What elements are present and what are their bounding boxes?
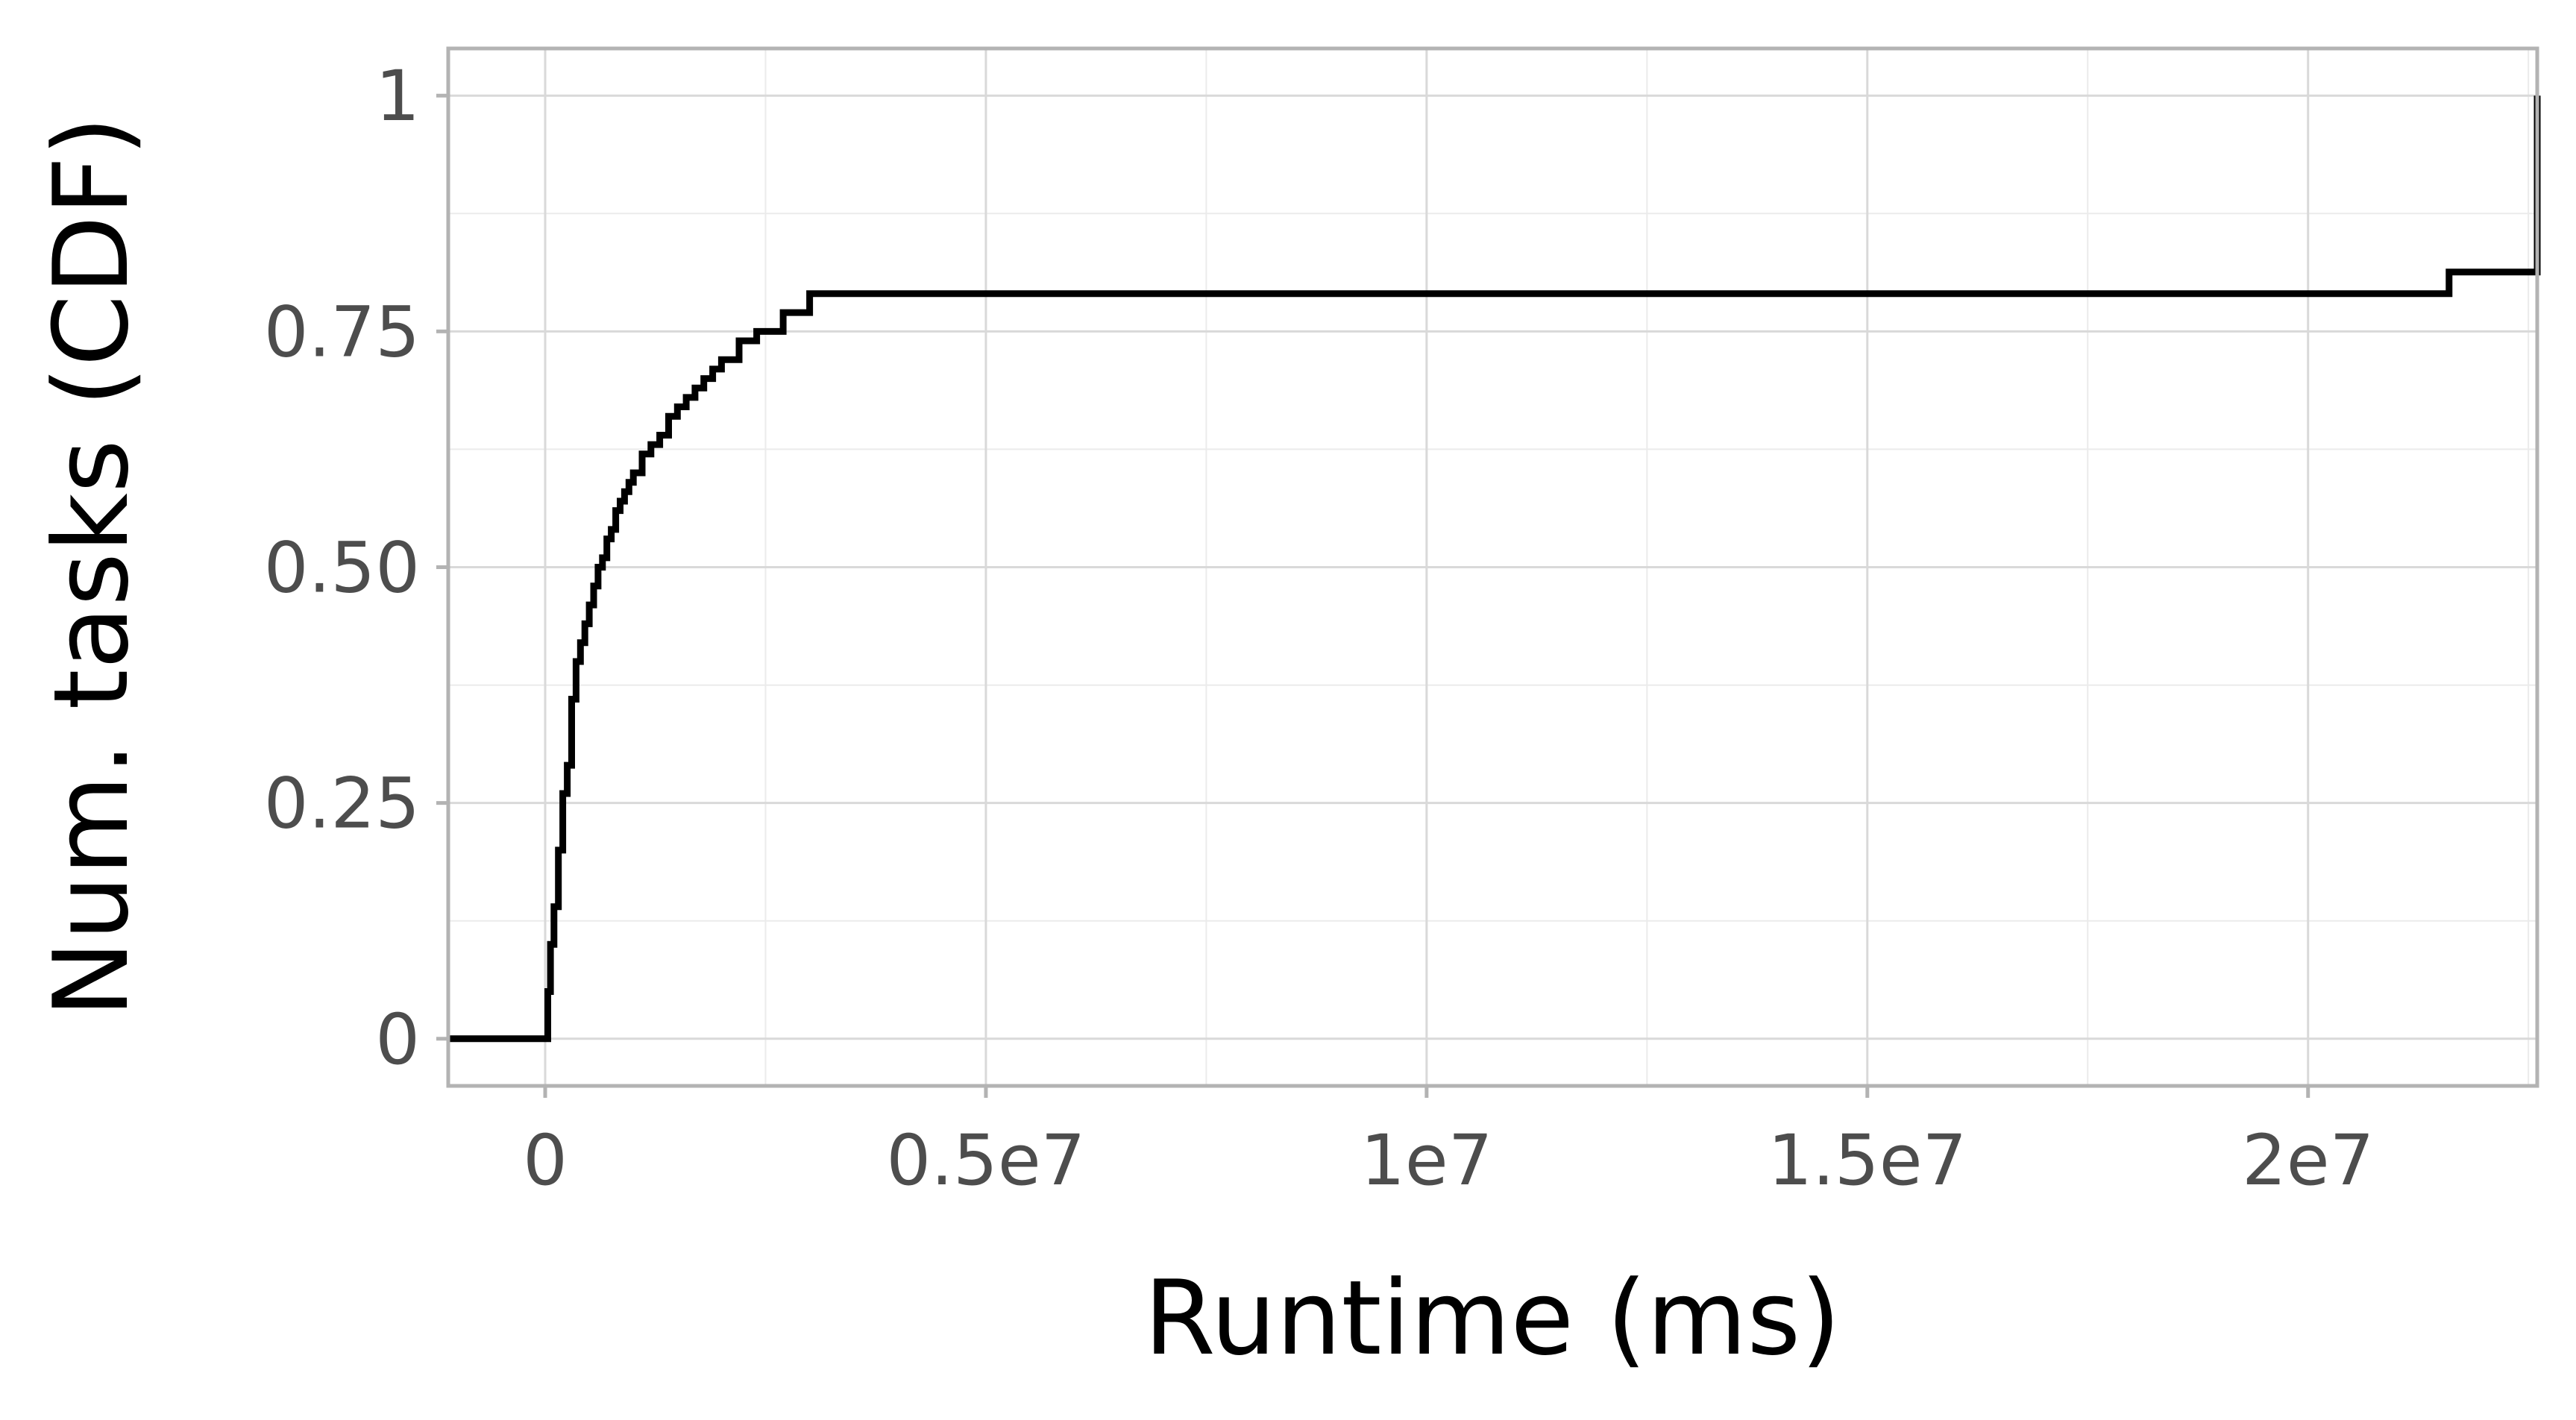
x-tick-label: 0 (523, 1120, 568, 1201)
x-ticks: 0 0.5e7 1e7 1.5e7 2e7 (523, 1086, 2374, 1201)
y-tick-label: 0.75 (264, 292, 420, 373)
y-tick-label: 0.25 (264, 764, 420, 845)
series-line-group (448, 95, 2541, 1043)
y-ticks: 0 0.25 0.50 0.75 1 (264, 56, 448, 1081)
cdf-series-line (448, 95, 2541, 1043)
x-tick-label: 2e7 (2242, 1120, 2374, 1201)
x-tick-label: 1.5e7 (1768, 1120, 1967, 1201)
x-tick-label: 1e7 (1360, 1120, 1492, 1201)
x-tick-label: 0.5e7 (886, 1120, 1085, 1201)
y-tick-label: 1 (375, 56, 420, 137)
y-tick-label: 0.50 (264, 528, 420, 609)
x-axis-title: Runtime (ms) (1144, 1258, 1841, 1378)
grid-lines (448, 48, 2537, 1086)
y-axis-title: Num. tasks (CDF) (31, 116, 151, 1018)
y-tick-label: 0 (375, 999, 420, 1081)
